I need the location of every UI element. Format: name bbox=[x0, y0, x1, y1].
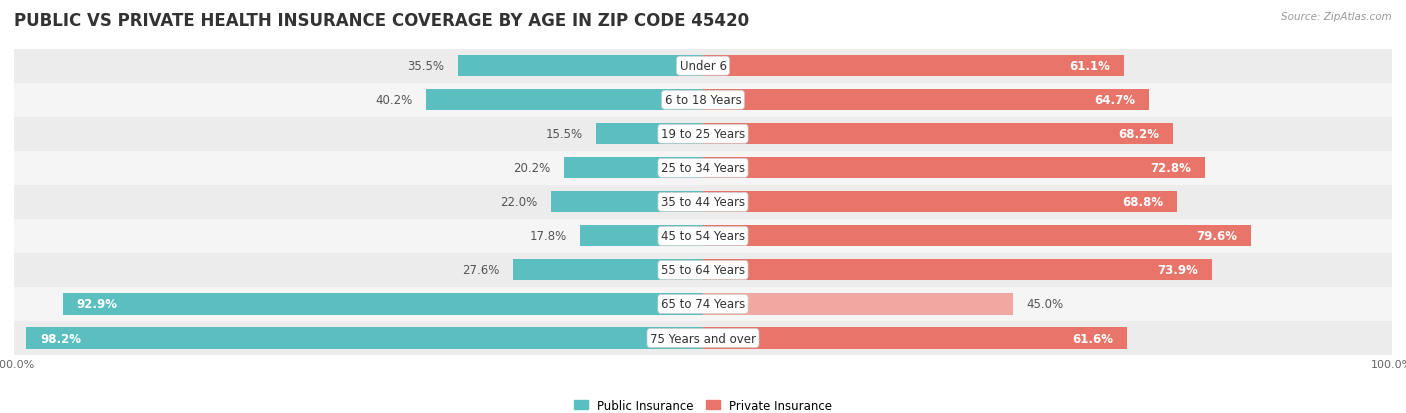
Text: 73.9%: 73.9% bbox=[1157, 264, 1198, 277]
Text: 22.0%: 22.0% bbox=[501, 196, 537, 209]
Text: 45 to 54 Years: 45 to 54 Years bbox=[661, 230, 745, 243]
Bar bbox=[14, 253, 1392, 287]
Bar bbox=[703, 226, 1251, 247]
Bar bbox=[703, 192, 1177, 213]
Bar bbox=[703, 124, 1173, 145]
Text: 98.2%: 98.2% bbox=[41, 332, 82, 345]
Bar bbox=[14, 117, 1392, 152]
Bar bbox=[703, 260, 1212, 281]
Text: 15.5%: 15.5% bbox=[546, 128, 582, 141]
Text: 40.2%: 40.2% bbox=[375, 94, 412, 107]
Bar bbox=[551, 192, 703, 213]
Text: 17.8%: 17.8% bbox=[529, 230, 567, 243]
Text: 68.2%: 68.2% bbox=[1118, 128, 1159, 141]
Text: 75 Years and over: 75 Years and over bbox=[650, 332, 756, 345]
Text: 64.7%: 64.7% bbox=[1094, 94, 1135, 107]
Text: 92.9%: 92.9% bbox=[77, 298, 118, 311]
Bar bbox=[703, 158, 1205, 179]
Legend: Public Insurance, Private Insurance: Public Insurance, Private Insurance bbox=[569, 394, 837, 413]
Bar bbox=[703, 328, 1128, 349]
Bar bbox=[703, 56, 1123, 77]
Text: 72.8%: 72.8% bbox=[1150, 162, 1191, 175]
Bar bbox=[513, 260, 703, 281]
Bar bbox=[426, 90, 703, 111]
Text: 20.2%: 20.2% bbox=[513, 162, 550, 175]
Bar bbox=[703, 90, 1149, 111]
Bar bbox=[14, 50, 1392, 83]
Bar bbox=[14, 152, 1392, 185]
Text: 35 to 44 Years: 35 to 44 Years bbox=[661, 196, 745, 209]
Text: 55 to 64 Years: 55 to 64 Years bbox=[661, 264, 745, 277]
Bar bbox=[14, 219, 1392, 253]
Text: 65 to 74 Years: 65 to 74 Years bbox=[661, 298, 745, 311]
Bar bbox=[14, 83, 1392, 117]
Bar bbox=[14, 185, 1392, 219]
Text: 19 to 25 Years: 19 to 25 Years bbox=[661, 128, 745, 141]
Bar bbox=[596, 124, 703, 145]
Bar bbox=[703, 294, 1012, 315]
Text: 61.1%: 61.1% bbox=[1070, 60, 1111, 73]
Bar bbox=[458, 56, 703, 77]
Text: Source: ZipAtlas.com: Source: ZipAtlas.com bbox=[1281, 12, 1392, 22]
Bar bbox=[14, 287, 1392, 321]
Text: Under 6: Under 6 bbox=[679, 60, 727, 73]
Bar bbox=[63, 294, 703, 315]
Text: 79.6%: 79.6% bbox=[1197, 230, 1237, 243]
Bar bbox=[581, 226, 703, 247]
Bar bbox=[564, 158, 703, 179]
Text: 35.5%: 35.5% bbox=[408, 60, 444, 73]
Bar bbox=[14, 321, 1392, 355]
Text: 27.6%: 27.6% bbox=[461, 264, 499, 277]
Text: 68.8%: 68.8% bbox=[1122, 196, 1163, 209]
Text: 6 to 18 Years: 6 to 18 Years bbox=[665, 94, 741, 107]
Bar bbox=[27, 328, 703, 349]
Text: PUBLIC VS PRIVATE HEALTH INSURANCE COVERAGE BY AGE IN ZIP CODE 45420: PUBLIC VS PRIVATE HEALTH INSURANCE COVER… bbox=[14, 12, 749, 30]
Text: 45.0%: 45.0% bbox=[1026, 298, 1064, 311]
Text: 25 to 34 Years: 25 to 34 Years bbox=[661, 162, 745, 175]
Text: 61.6%: 61.6% bbox=[1073, 332, 1114, 345]
